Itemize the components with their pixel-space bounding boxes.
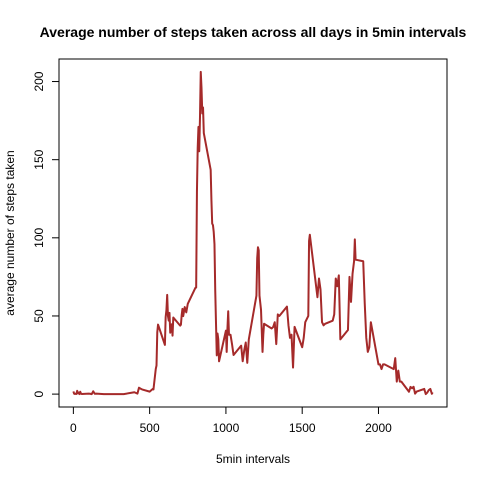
chart-title: Average number of steps taken across all… — [40, 24, 467, 40]
y-tick-label: 50 — [32, 309, 46, 323]
x-tick-label: 0 — [70, 421, 77, 435]
x-tick-label: 1000 — [213, 421, 240, 435]
y-tick-label: 150 — [32, 149, 46, 169]
x-tick-label: 500 — [140, 421, 160, 435]
data-line — [72, 70, 434, 396]
y-axis-label: average number of steps taken — [3, 150, 17, 315]
y-tick-label: 0 — [32, 390, 46, 397]
y-tick-label: 200 — [32, 71, 46, 91]
y-tick-label: 100 — [32, 227, 46, 247]
x-tick-label: 2000 — [365, 421, 392, 435]
x-tick-label: 1500 — [289, 421, 316, 435]
x-axis-label: 5min intervals — [216, 452, 290, 466]
